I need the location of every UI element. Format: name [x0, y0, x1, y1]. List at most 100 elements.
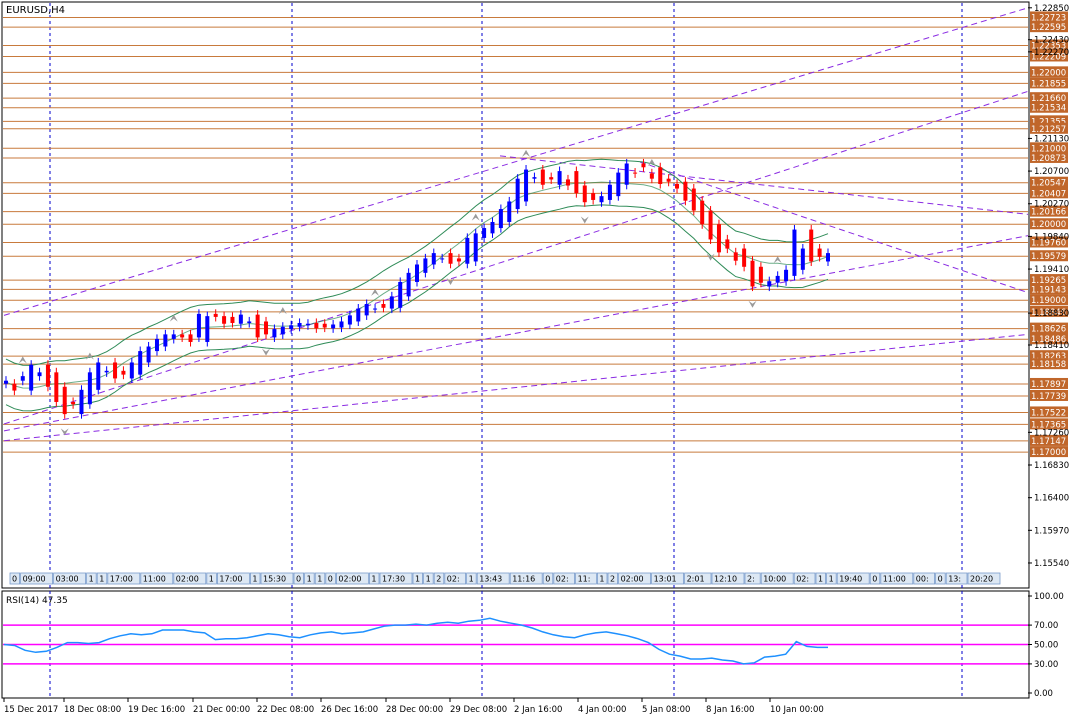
session-tag: [815, 572, 827, 585]
candle-body: [675, 183, 680, 189]
candle-body: [649, 173, 654, 179]
level-tag: [1030, 176, 1068, 188]
level-label: 1.18158: [1031, 360, 1066, 370]
candle-body: [431, 253, 436, 265]
level-tag: [1030, 434, 1068, 446]
candle-body: [423, 258, 428, 273]
candle-body: [515, 178, 520, 210]
session-tag: [553, 572, 575, 585]
session-tag: [684, 572, 712, 585]
session-tag: [335, 572, 369, 585]
session-tag: [618, 572, 651, 585]
level-label: 1.19143: [1031, 285, 1066, 295]
level-label: 1.17000: [1031, 448, 1066, 458]
candle-body: [104, 370, 109, 373]
session-tag-label: 17:00: [110, 575, 133, 584]
session-tag: [304, 572, 315, 585]
candle-body: [415, 264, 419, 282]
candle-body: [532, 177, 537, 179]
level-label: 1.21257: [1031, 125, 1066, 135]
level-label: 1.17365: [1031, 420, 1066, 430]
candle-body: [373, 308, 378, 310]
candle-body: [364, 303, 369, 316]
candle-body: [733, 252, 738, 261]
candle-body: [96, 362, 101, 390]
fractal-up-marker: [647, 158, 656, 166]
candle-body: [347, 315, 352, 325]
session-tag-label: 2:: [747, 575, 755, 584]
session-tag-label: 1: [89, 575, 94, 584]
candle-body: [482, 228, 487, 238]
candle-body: [238, 314, 243, 324]
rsi-tick-label: 0.00: [1034, 689, 1053, 699]
level-tag: [1030, 21, 1068, 33]
session-tag-label: 09:00: [23, 575, 46, 584]
candle-body: [574, 171, 579, 194]
level-tag: [1030, 333, 1068, 345]
candle-body: [222, 316, 227, 324]
candle-body: [62, 386, 67, 415]
candle-body: [163, 334, 168, 347]
candle-body: [280, 326, 285, 335]
price-tick-label: 1.22850: [1034, 4, 1069, 14]
level-tag: [1030, 322, 1068, 334]
rsi-label: RSI(14) 47.35: [6, 596, 68, 606]
candle-body: [440, 258, 445, 260]
session-tag-label: 1: [469, 575, 474, 584]
rsi-tick-label: 100.00: [1034, 592, 1064, 602]
level-tag: [1030, 294, 1068, 306]
session-tag: [793, 572, 816, 585]
level-tag: [1030, 406, 1068, 418]
price-tick-label: 1.18830: [1034, 309, 1069, 319]
candle-body: [297, 322, 302, 327]
rsi-line: [3, 617, 828, 665]
fractal-up-marker: [278, 307, 287, 315]
candle-body: [255, 314, 260, 338]
time-tick-label: 21 Dec 00:00: [193, 705, 250, 715]
level-tag: [1030, 187, 1068, 199]
session-tag-label: 02:: [796, 575, 809, 584]
session-tag-label: 20:20: [970, 575, 993, 584]
trend-line: [639, 161, 1029, 294]
candle-body: [641, 163, 646, 168]
candle-body: [708, 210, 713, 240]
candle-body: [792, 229, 797, 276]
session-tag: [260, 572, 294, 585]
level-tag: [1030, 350, 1068, 362]
level-tag: [1030, 11, 1068, 23]
session-tag: [379, 572, 413, 585]
level-label: 1.18626: [1031, 325, 1066, 335]
time-tick-label: 28 Dec 00:00: [386, 705, 443, 715]
candle-body: [683, 181, 688, 201]
fractal-down-marker: [580, 216, 589, 224]
level-tag: [1030, 283, 1068, 295]
level-label: 1.20547: [1031, 179, 1066, 189]
candle-body: [624, 163, 629, 185]
session-tag-label: 11:: [578, 575, 591, 584]
level-label: 1.22353: [1031, 42, 1066, 52]
session-tag-label: 02:: [447, 575, 460, 584]
level-tag: [1030, 92, 1068, 104]
candle-body: [784, 269, 789, 282]
session-tag-label: 19:40: [839, 575, 862, 584]
session-tag-label: 17:00: [219, 575, 242, 584]
session-tag: [542, 572, 554, 585]
vertical-grid: [49, 3, 963, 697]
candle-body: [171, 334, 176, 339]
price-tick-label: 1.18410: [1034, 341, 1069, 351]
candle-body: [716, 224, 721, 253]
time-axis: 15 Dec 2017 18 Dec 08:00 19 Dec 16:00 21 De…: [3, 698, 824, 715]
session-tag: [744, 572, 761, 585]
candle-body: [196, 313, 201, 338]
level-tag: [1030, 358, 1068, 370]
session-tag-label: 00:: [916, 575, 929, 584]
level-label: 1.19760: [1031, 238, 1066, 248]
session-tag: [935, 572, 946, 585]
level-label: 1.21534: [1031, 104, 1066, 114]
candle-body: [557, 171, 562, 185]
session-tag-label: 2: [436, 575, 441, 584]
session-tag: [423, 572, 434, 585]
level-label: 1.22723: [1031, 13, 1066, 23]
session-tag-label: 13:: [948, 575, 961, 584]
